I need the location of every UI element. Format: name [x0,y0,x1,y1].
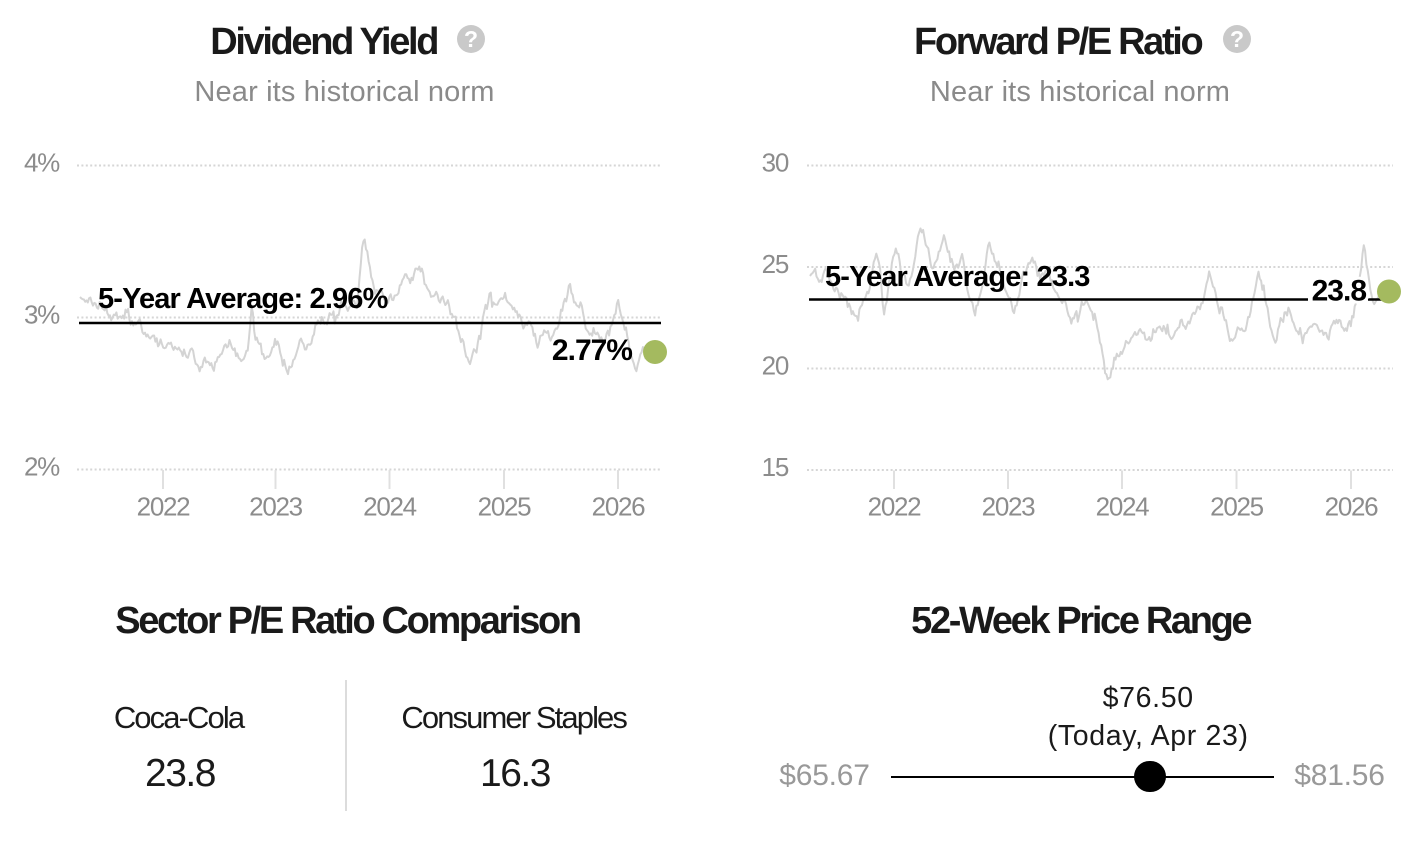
svg-text:2024: 2024 [1096,492,1149,522]
svg-text:2%: 2% [24,452,60,482]
svg-text:2026: 2026 [1325,492,1378,522]
svg-text:2.77%: 2.77% [552,334,632,367]
svg-text:15: 15 [762,452,789,482]
svg-text:5-Year Average: 2.96%: 5-Year Average: 2.96% [98,283,389,315]
svg-text:2025: 2025 [1210,492,1263,522]
svg-text:20: 20 [762,351,789,381]
svg-text:25: 25 [762,249,789,279]
svg-text:2026: 2026 [592,492,645,522]
svg-text:2023: 2023 [982,492,1035,522]
svg-text:?: ? [1230,26,1244,52]
svg-text:2022: 2022 [137,492,190,522]
svg-text:2023: 2023 [249,492,302,522]
svg-text:4%: 4% [24,148,60,178]
svg-text:23.8: 23.8 [1312,275,1367,308]
svg-text:2024: 2024 [363,492,416,522]
svg-text:?: ? [464,26,478,52]
svg-text:2022: 2022 [868,492,921,522]
svg-text:3%: 3% [24,300,60,330]
svg-text:30: 30 [762,148,789,178]
svg-text:5-Year Average: 23.3: 5-Year Average: 23.3 [825,261,1090,293]
svg-text:2025: 2025 [478,492,531,522]
